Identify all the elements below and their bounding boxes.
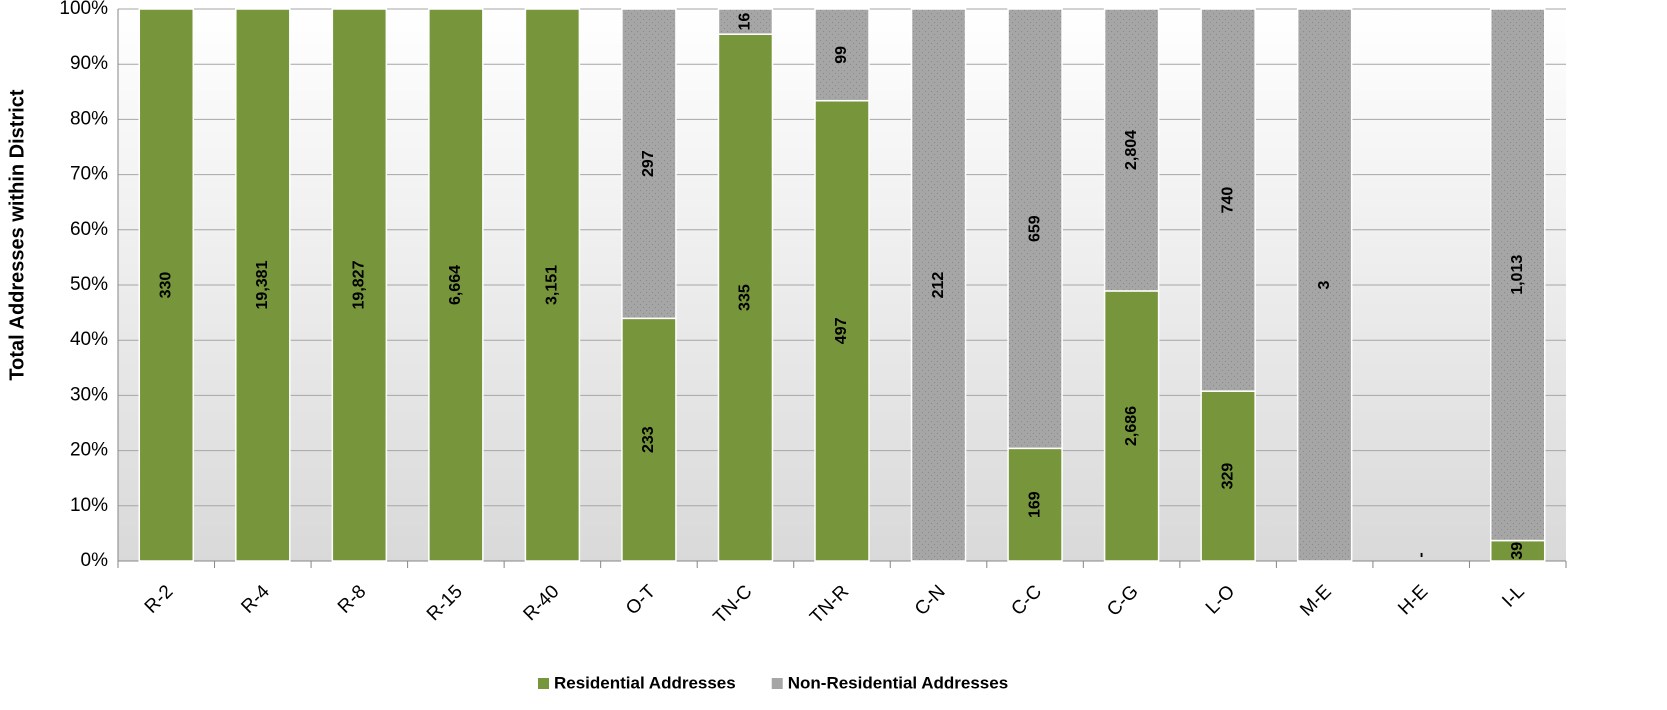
bar-segment <box>138 8 195 562</box>
data-label: 233 <box>640 426 657 453</box>
data-label: 740 <box>1219 187 1236 214</box>
bar-segment <box>428 8 484 562</box>
y-tick-label: 50% <box>70 274 108 295</box>
bar-segment <box>910 8 967 562</box>
bar-segment <box>1200 8 1256 392</box>
bar-segment <box>1200 390 1256 562</box>
x-tick-label: O-T <box>622 581 660 619</box>
bar-segment <box>1489 8 1546 542</box>
y-tick-label: 80% <box>70 108 108 129</box>
x-tick-label: I-L <box>1498 581 1529 612</box>
data-label: 2,804 <box>1123 130 1140 170</box>
data-label: 99 <box>833 46 850 64</box>
bar-segment <box>814 99 870 562</box>
data-label: 19,827 <box>351 260 368 309</box>
data-label: 6,664 <box>447 265 464 305</box>
x-tick-label: R-8 <box>334 581 371 618</box>
bar-segment <box>1007 447 1063 562</box>
data-label: - <box>1412 552 1429 557</box>
data-label: 39 <box>1509 542 1526 560</box>
data-label: 2,686 <box>1123 406 1140 446</box>
bar-segment <box>524 8 581 562</box>
x-tick-label: TN-R <box>806 581 853 628</box>
x-tick-label: H-E <box>1394 581 1432 619</box>
y-tick-label: 0% <box>81 550 109 571</box>
bar-segment <box>1007 8 1063 450</box>
bar-segment <box>621 317 677 562</box>
legend-swatch <box>771 678 783 689</box>
data-label: 1,013 <box>1509 255 1526 295</box>
bar-segment <box>331 8 388 562</box>
x-tick-label: R-4 <box>237 581 274 618</box>
bar-segment <box>1103 8 1160 292</box>
bar-segment <box>621 8 677 320</box>
y-tick-label: 10% <box>70 495 108 516</box>
data-label: 212 <box>930 272 947 299</box>
bar-segment <box>814 8 870 102</box>
data-label: 335 <box>737 284 754 311</box>
data-label: 19,381 <box>254 260 271 309</box>
legend-swatch <box>538 678 549 689</box>
y-tick-label: 100% <box>59 0 108 19</box>
bar-segment <box>1103 290 1160 562</box>
data-label: 659 <box>1026 215 1043 242</box>
x-tick-label: M-E <box>1296 581 1335 620</box>
legend-label: Non-Residential Addresses <box>788 673 1008 692</box>
x-tick-label: R-2 <box>141 581 178 618</box>
x-tick-label: R-40 <box>520 581 564 625</box>
data-label: 297 <box>640 150 657 177</box>
x-tick-label: C-G <box>1103 581 1142 620</box>
data-label: 329 <box>1219 463 1236 490</box>
y-tick-label: 20% <box>70 440 108 461</box>
data-label: 16 <box>737 13 754 31</box>
y-axis-title: Total Addresses within District <box>6 89 28 381</box>
x-tick-label: TN-C <box>710 581 757 628</box>
bar-segment <box>717 33 774 562</box>
data-label: 169 <box>1026 491 1043 518</box>
bar-segment <box>235 8 291 562</box>
y-tick-label: 60% <box>70 219 108 240</box>
y-tick-label: 30% <box>70 384 108 405</box>
data-label: 330 <box>157 272 174 299</box>
x-tick-label: C-N <box>911 581 950 620</box>
x-tick-label: C-C <box>1007 581 1046 620</box>
y-tick-label: 70% <box>70 164 108 185</box>
x-tick-label: R-15 <box>423 581 467 625</box>
y-tick-label: 40% <box>70 329 108 350</box>
legend-label: Residential Addresses <box>554 673 736 692</box>
y-tick-label: 90% <box>70 53 108 74</box>
bar-segment <box>1296 8 1353 562</box>
data-label: 3,151 <box>544 265 561 305</box>
x-tick-label: L-O <box>1202 581 1239 618</box>
bar-segment <box>717 8 774 35</box>
data-label: 3 <box>1316 280 1333 289</box>
data-label: 497 <box>833 317 850 344</box>
